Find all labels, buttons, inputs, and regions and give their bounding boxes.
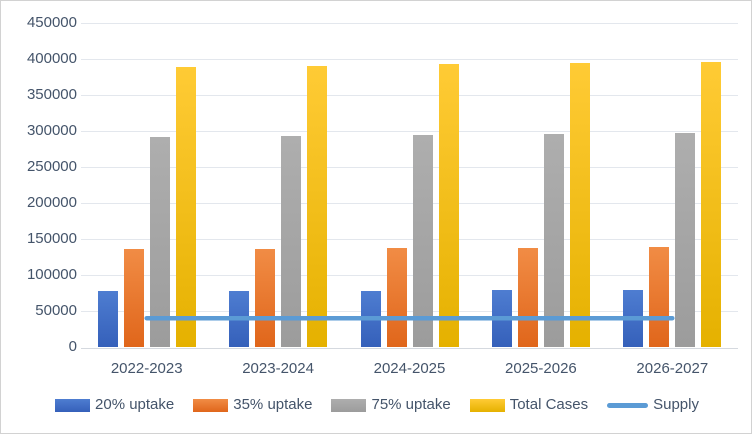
legend-label-20-uptake: 20% uptake bbox=[95, 396, 175, 413]
x-tick-label-2022-2023: 2022-2023 bbox=[110, 360, 183, 377]
bar-75-uptake-2026-2027[interactable] bbox=[675, 133, 696, 347]
legend-label-35-uptake: 35% uptake bbox=[233, 396, 313, 413]
legend-swatch-75-uptake bbox=[331, 398, 367, 412]
bar-total-cases-2023-2024[interactable] bbox=[307, 65, 328, 347]
legend-swatch-total-cases bbox=[469, 398, 505, 412]
y-tick-label-0: 0 bbox=[68, 338, 77, 355]
legend-item-supply[interactable]: Supply bbox=[607, 396, 699, 414]
y-tick-label-450000: 450000 bbox=[26, 14, 77, 31]
bar-20-uptake-2025-2026[interactable] bbox=[491, 290, 512, 347]
legend-item-35-uptake[interactable]: 35% uptake bbox=[193, 396, 312, 414]
bar-total-cases-2024-2025[interactable] bbox=[438, 64, 459, 347]
bar-20-uptake-2023-2024[interactable] bbox=[229, 290, 250, 347]
bar-35-uptake-2025-2026[interactable] bbox=[517, 247, 538, 347]
bar-75-uptake-2022-2023[interactable] bbox=[149, 136, 170, 347]
legend: 20% uptake 35% uptake 75% uptake Total Case… bbox=[1, 393, 751, 417]
legend-item-total-cases[interactable]: Total Cases bbox=[469, 396, 589, 414]
bar-35-uptake-2024-2025[interactable] bbox=[386, 248, 407, 347]
x-tick-label-2023-2024: 2023-2024 bbox=[242, 360, 314, 377]
bar-35-uptake-2026-2027[interactable] bbox=[649, 247, 670, 347]
bar-total-cases-2022-2023[interactable] bbox=[175, 66, 196, 347]
y-tick-label-350000: 350000 bbox=[26, 86, 77, 103]
y-tick-label-150000: 150000 bbox=[26, 230, 77, 247]
legend-label-75-uptake: 75% uptake bbox=[371, 396, 451, 413]
y-tick-label-100000: 100000 bbox=[26, 266, 77, 283]
bar-total-cases-2025-2026[interactable] bbox=[569, 63, 590, 347]
y-tick-label-250000: 250000 bbox=[26, 158, 77, 175]
bar-75-uptake-2025-2026[interactable] bbox=[543, 134, 564, 347]
y-tick-label-200000: 200000 bbox=[26, 194, 77, 211]
bar-35-uptake-2023-2024[interactable] bbox=[255, 248, 276, 347]
x-tick-label-2025-2026: 2025-2026 bbox=[505, 360, 577, 377]
legend-item-75-uptake[interactable]: 75% uptake bbox=[331, 396, 451, 414]
legend-swatch-35-uptake bbox=[193, 398, 229, 412]
x-tick-label-2024-2025: 2024-2025 bbox=[373, 360, 446, 377]
bar-20-uptake-2026-2027[interactable] bbox=[623, 289, 644, 347]
y-tick-label-400000: 400000 bbox=[26, 50, 77, 67]
x-tick-label-2026-2027: 2026-2027 bbox=[636, 360, 709, 377]
bar-20-uptake-2024-2025[interactable] bbox=[360, 290, 381, 347]
legend-label-supply: Supply bbox=[653, 396, 699, 413]
bar-75-uptake-2024-2025[interactable] bbox=[412, 135, 433, 347]
y-tick-label-50000: 50000 bbox=[35, 302, 77, 319]
legend-swatch-20-uptake bbox=[55, 398, 91, 412]
bar-total-cases-2026-2027[interactable] bbox=[701, 61, 722, 347]
bar-20-uptake-2022-2023[interactable] bbox=[97, 291, 118, 347]
legend-line-swatch-supply bbox=[607, 402, 649, 408]
bar-75-uptake-2023-2024[interactable] bbox=[281, 136, 302, 347]
bar-35-uptake-2022-2023[interactable] bbox=[123, 249, 144, 347]
legend-label-total-cases: Total Cases bbox=[509, 396, 589, 413]
gridline-400000 bbox=[81, 59, 738, 60]
legend-item-20-uptake[interactable]: 20% uptake bbox=[55, 396, 174, 414]
y-tick-label-300000: 300000 bbox=[26, 122, 77, 139]
x-axis-line bbox=[81, 348, 738, 349]
gridline-450000 bbox=[81, 23, 738, 24]
